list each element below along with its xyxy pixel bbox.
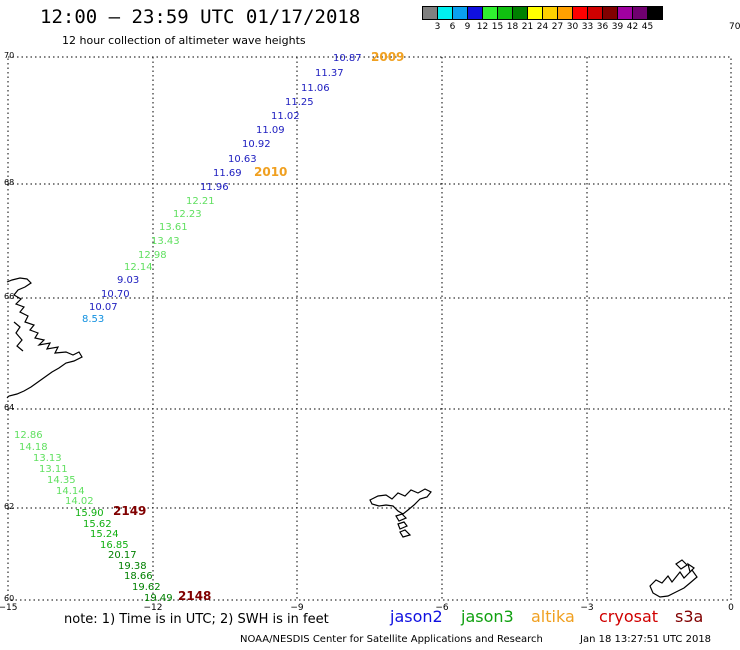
swh-value-label: 14.18 [19,442,48,453]
map-grid: −15 −12 −9 −6 −3 0 70 68 66 64 62 60 [0,51,734,613]
swh-value-label: 10.87 [333,53,362,64]
swh-value-label: 13.43 [151,236,180,247]
iceland-coastline-detail [13,321,24,352]
iceland-coastline [6,277,83,399]
swh-value-label: 10.70 [101,289,130,300]
legend-label: 30 [566,22,579,32]
legend-label: 24 [536,22,549,32]
satellite-legend-altika: altika [531,607,575,626]
track-pass-label: 2149 [113,504,146,518]
shetland-islands-outline [649,569,698,598]
legend-label: 12 [476,22,489,32]
swh-value-label: 13.11 [39,464,68,475]
swh-value-label: 16.85 [100,540,129,551]
track-labels: 2009 2010 2149 2148 [113,50,404,603]
swh-value-label: 20.17 [108,550,137,561]
latitude-tick-label: 70 [4,51,14,60]
swh-value-label: 10.07 [89,302,118,313]
legend-label: 18 [506,22,519,32]
swh-value-label: 19.38 [118,561,147,572]
swh-observations: 10.87 11.37 11.06 11.25 11.02 11.09 10.92 10.63… [14,53,362,604]
coastlines [6,277,698,598]
units-note: note: 1) Time is in UTC; 2) SWH is in fe… [64,612,329,627]
legend-label: 27 [551,22,564,32]
latitude-tick-label: 64 [4,403,14,412]
latitude-tick-label: 68 [4,178,14,187]
longitude-tick-label: −3 [580,603,593,613]
track-pass-label: 2010 [254,165,287,179]
longitude-tick-label: 0 [728,603,734,613]
swh-value-label: 18.66 [124,571,153,582]
credit-line: NOAA/NESDIS Center for Satellite Applica… [240,634,543,645]
longitude-tick-label: −15 [0,603,18,613]
swh-value-label: 11.02 [271,111,300,122]
swh-value-label: 14.14 [56,486,85,497]
legend-label: 39 [611,22,624,32]
swh-value-label: 14.02 [65,496,94,507]
longitude-tick-label: −6 [435,603,449,613]
swh-value-label: 15.62 [83,519,112,530]
longitude-tick-label: −9 [290,603,304,613]
track-pass-label: 2148 [178,589,211,603]
latitude-tick-label: 62 [4,502,14,511]
legend-swatch [647,6,663,20]
longitude-tick-label: −12 [144,603,163,613]
swh-value-label: 19.62 [132,582,161,593]
shetland-islands-north [675,559,695,574]
swh-value-label: 12.14 [124,262,153,273]
swh-value-label: 19.49 [144,593,173,604]
legend-label: 9 [464,22,471,32]
swh-value-label: 10.92 [242,139,271,150]
legend-label: 15 [491,22,504,32]
swh-value-label: 11.25 [285,97,314,108]
swh-value-label: 13.61 [159,222,188,233]
map-subtitle: 12 hour collection of altimeter wave hei… [62,34,306,47]
swh-value-label: 15.90 [75,508,104,519]
legend-label: 33 [581,22,594,32]
legend-label: 6 [449,22,456,32]
swh-value-label: 9.03 [117,275,139,286]
swh-value-label: 10.63 [228,154,257,165]
swh-value-label: 12.23 [173,209,202,220]
legend-labels: 3 6 9 12 15 18 21 24 27 30 33 36 39 42 45 [422,22,740,34]
swh-value-label: 11.96 [200,182,229,193]
swh-value-label: 11.69 [213,168,242,179]
legend-swatches [422,6,663,20]
swh-value-label: 11.37 [315,68,344,79]
legend-unit: 70 (ft) [729,22,740,32]
swh-value-label: 14.35 [47,475,76,486]
swh-value-label: 8.53 [82,314,104,325]
legend-label: 3 [434,22,441,32]
swh-value-label: 11.06 [301,83,330,94]
faroe-islands-outline [369,488,432,515]
swh-value-label: 12.21 [186,196,215,207]
swh-value-label: 12.98 [138,250,167,261]
swh-value-label: 15.24 [90,529,119,540]
legend-label: 42 [626,22,639,32]
legend-label: 45 [641,22,654,32]
swh-value-label: 13.13 [33,453,62,464]
generation-timestamp: Jan 18 13:27:51 UTC 2018 [580,634,712,645]
map-title: 12:00 — 23:59 UTC 01/17/2018 [40,6,361,28]
latitude-tick-label: 60 [4,594,14,603]
swh-value-label: 11.09 [256,125,285,136]
legend-label: 21 [521,22,534,32]
satellite-legend-jason2: jason2 [390,607,443,626]
legend-label: 36 [596,22,609,32]
swh-value-label: 12.86 [14,430,43,441]
satellite-legend-s3a: s3a [675,607,704,626]
map-frame [7,56,732,601]
latitude-tick-label: 66 [4,292,14,301]
faroe-islands-southern [395,513,412,538]
track-pass-label: 2009 [371,50,404,64]
satellite-legend-jason3: jason3 [461,607,514,626]
satellite-legend-cryosat: cryosat [599,607,659,626]
